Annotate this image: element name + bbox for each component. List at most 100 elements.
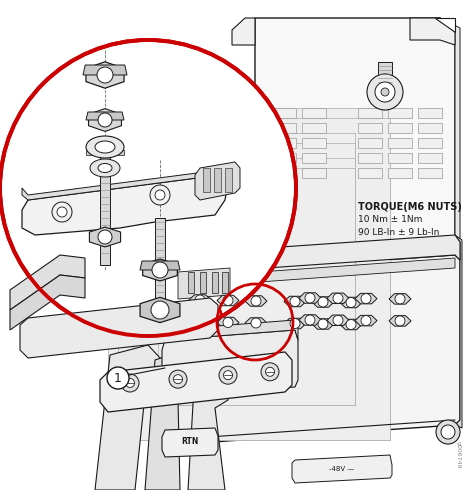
Circle shape [152, 262, 168, 278]
Polygon shape [326, 315, 348, 325]
Circle shape [250, 318, 260, 328]
Ellipse shape [90, 159, 120, 177]
Polygon shape [271, 108, 295, 118]
Polygon shape [203, 168, 210, 192]
Polygon shape [311, 297, 333, 307]
Circle shape [250, 296, 260, 306]
Circle shape [332, 315, 342, 325]
Circle shape [394, 316, 404, 326]
Circle shape [260, 363, 278, 381]
Circle shape [98, 230, 112, 244]
Polygon shape [160, 235, 459, 275]
Circle shape [360, 294, 370, 304]
Circle shape [121, 374, 139, 392]
Polygon shape [387, 153, 411, 163]
Text: 10 Nm ± 1Nm: 10 Nm ± 1Nm [357, 215, 421, 224]
Polygon shape [140, 297, 180, 322]
Polygon shape [298, 293, 320, 303]
Ellipse shape [98, 164, 112, 172]
Polygon shape [232, 18, 255, 45]
Polygon shape [20, 298, 218, 358]
Polygon shape [387, 168, 411, 178]
Polygon shape [178, 268, 230, 299]
Polygon shape [135, 135, 269, 320]
Polygon shape [200, 272, 206, 293]
Polygon shape [89, 227, 120, 247]
Polygon shape [10, 255, 85, 310]
Polygon shape [213, 168, 220, 192]
Polygon shape [160, 160, 269, 320]
Text: RTN: RTN [181, 437, 198, 445]
Circle shape [366, 74, 402, 110]
Polygon shape [377, 62, 391, 88]
Polygon shape [357, 138, 381, 148]
Text: 90 LB-In ± 9 Lb-In: 90 LB-In ± 9 Lb-In [357, 228, 438, 237]
Polygon shape [120, 120, 269, 360]
Circle shape [173, 375, 182, 384]
Circle shape [223, 295, 232, 305]
Circle shape [440, 425, 454, 439]
Polygon shape [301, 168, 325, 178]
Polygon shape [133, 133, 354, 405]
Polygon shape [221, 272, 227, 293]
Circle shape [223, 370, 232, 380]
Circle shape [345, 319, 355, 329]
Circle shape [97, 67, 113, 83]
Polygon shape [143, 143, 354, 405]
Circle shape [394, 294, 404, 304]
Polygon shape [388, 294, 410, 304]
Circle shape [52, 202, 72, 222]
Polygon shape [83, 65, 127, 75]
Polygon shape [301, 138, 325, 148]
Polygon shape [22, 175, 227, 235]
Polygon shape [212, 272, 218, 293]
Circle shape [107, 367, 129, 389]
Polygon shape [144, 145, 269, 320]
Circle shape [345, 297, 355, 308]
Circle shape [219, 366, 237, 384]
Polygon shape [88, 109, 121, 131]
Polygon shape [225, 168, 232, 192]
Circle shape [0, 40, 295, 336]
Polygon shape [409, 18, 454, 45]
Polygon shape [188, 295, 211, 305]
Polygon shape [244, 318, 266, 328]
Polygon shape [217, 295, 238, 306]
Polygon shape [188, 360, 232, 490]
Polygon shape [162, 330, 297, 397]
Polygon shape [417, 168, 441, 178]
Polygon shape [22, 170, 227, 200]
Polygon shape [387, 123, 411, 133]
Text: TORQUE(M6 NUTS): TORQUE(M6 NUTS) [357, 202, 461, 212]
Polygon shape [100, 352, 291, 412]
Polygon shape [301, 153, 325, 163]
Polygon shape [169, 170, 269, 320]
Polygon shape [158, 158, 354, 405]
Polygon shape [434, 18, 454, 32]
Circle shape [304, 315, 314, 325]
Circle shape [435, 420, 459, 444]
Polygon shape [339, 297, 361, 308]
Circle shape [289, 318, 300, 328]
Polygon shape [188, 272, 194, 293]
Polygon shape [417, 123, 441, 133]
Circle shape [155, 190, 165, 200]
Circle shape [265, 368, 274, 376]
Circle shape [169, 370, 187, 388]
Circle shape [150, 185, 169, 205]
Polygon shape [357, 153, 381, 163]
Circle shape [317, 297, 327, 307]
Polygon shape [168, 168, 354, 405]
Polygon shape [339, 319, 361, 330]
Circle shape [194, 317, 205, 327]
Circle shape [98, 113, 112, 127]
Polygon shape [388, 316, 410, 326]
Circle shape [150, 301, 169, 319]
Polygon shape [301, 108, 325, 118]
Polygon shape [86, 150, 124, 155]
Polygon shape [417, 138, 441, 148]
Polygon shape [142, 259, 177, 281]
Polygon shape [118, 118, 389, 440]
Polygon shape [108, 108, 389, 440]
Polygon shape [271, 153, 295, 163]
